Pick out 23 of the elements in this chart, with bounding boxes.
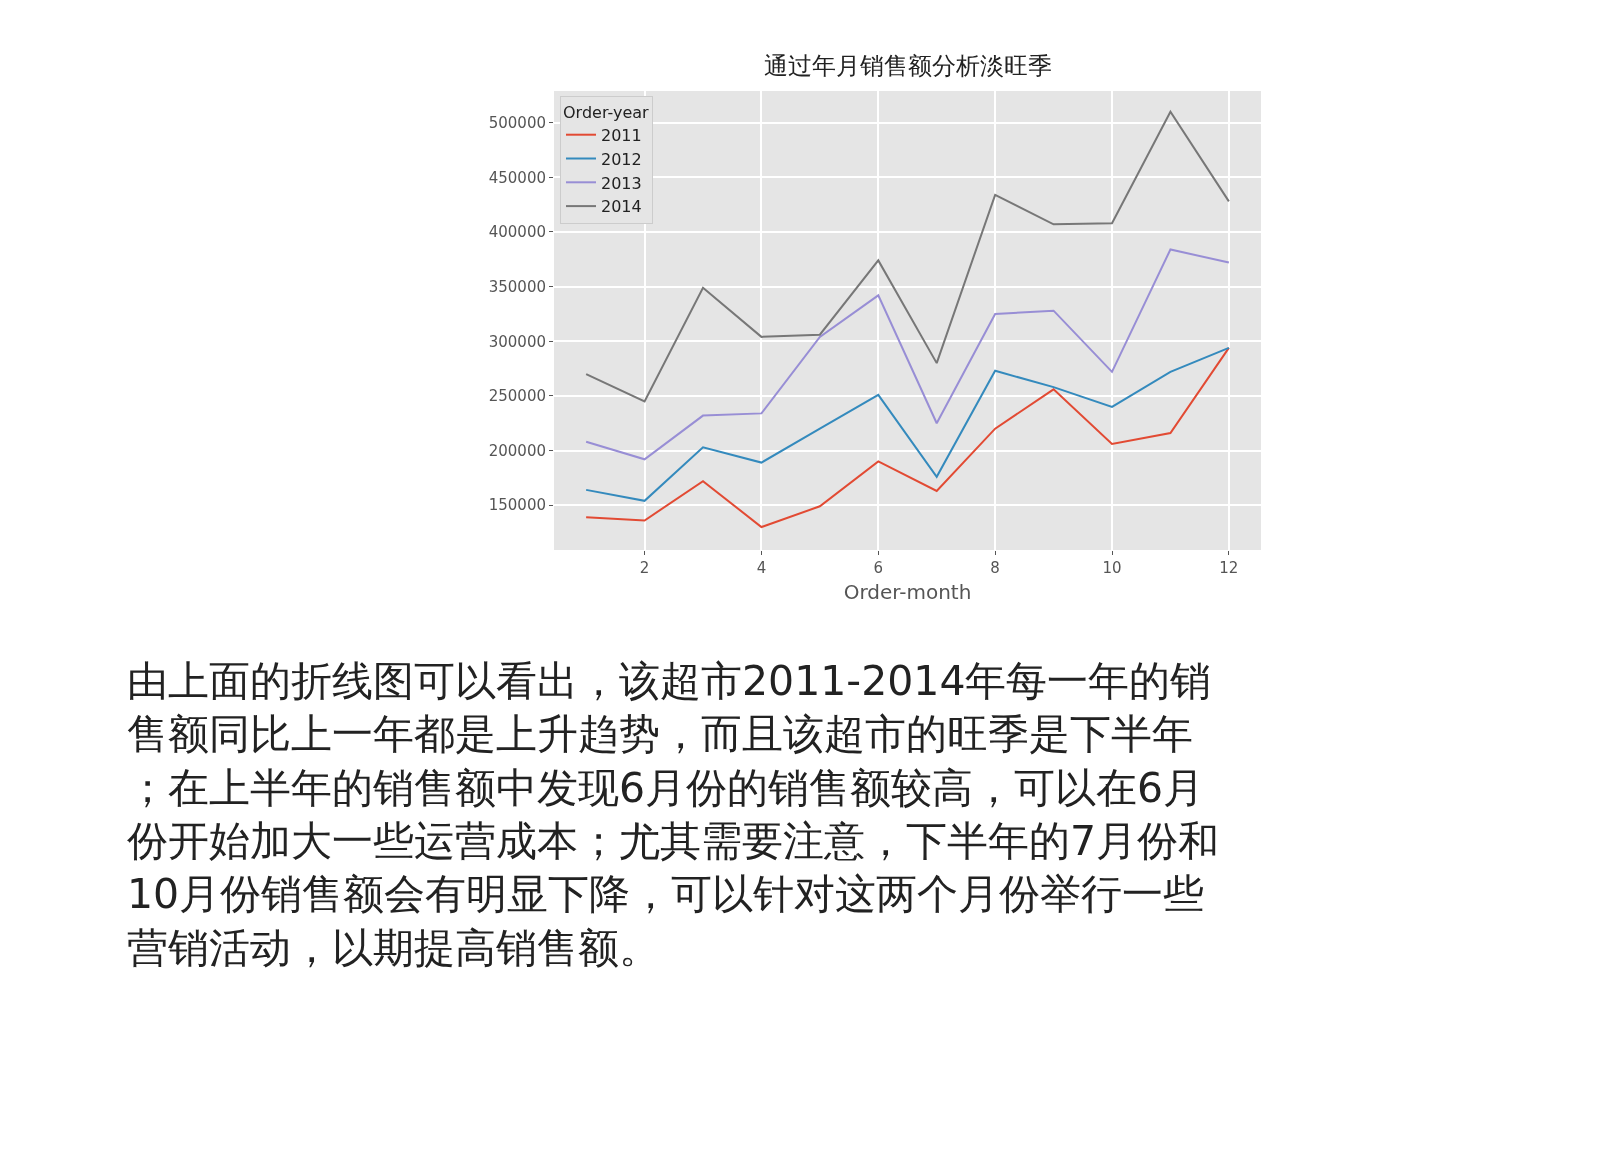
x-tick-label: 6 (873, 559, 884, 577)
legend-title: Order-year (563, 102, 650, 122)
y-tick-label: 350000 (488, 277, 546, 296)
y-tick-label: 250000 (488, 387, 546, 406)
x-tick-label: 8 (990, 559, 1000, 577)
x-tick-label: 10 (1102, 559, 1122, 577)
legend-label: 2011 (601, 125, 642, 145)
y-tick-label: 300000 (488, 332, 546, 351)
y-tick-label: 450000 (488, 168, 546, 187)
x-tick-label: 2 (639, 559, 650, 577)
x-axis-title: Order-month (843, 579, 972, 604)
text: 由上面的折线图可以看出，该超市2011-2014年每一年的销售额同比上一年都是上升趋势，而且该超市的旺季是下半年；在上半年的销售额中发现6月份的销售额较高，可以在6月份开始加大一些运营成本；尤其需要注意，下半年的7月份和10月份销售额会有明显下降，可以针对这两个月份举行一些营销活动，以期提高销售额。 (127, 657, 1220, 972)
y-tick-label: 400000 (488, 223, 546, 242)
y-tick-label: 150000 (488, 496, 546, 515)
line-series (585, 248, 1230, 461)
legend-label: 2013 (601, 173, 642, 193)
chart-title: 通过年月销售额分析淡旺季 (763, 52, 1052, 81)
y-tick-label: 500000 (488, 113, 546, 132)
legend-label: 2012 (601, 149, 642, 169)
x-tick-label: 4 (756, 559, 767, 577)
legend-label: 2014 (601, 197, 642, 217)
x-tick-label: 12 (1219, 559, 1239, 577)
y-tick-label: 200000 (488, 441, 546, 460)
